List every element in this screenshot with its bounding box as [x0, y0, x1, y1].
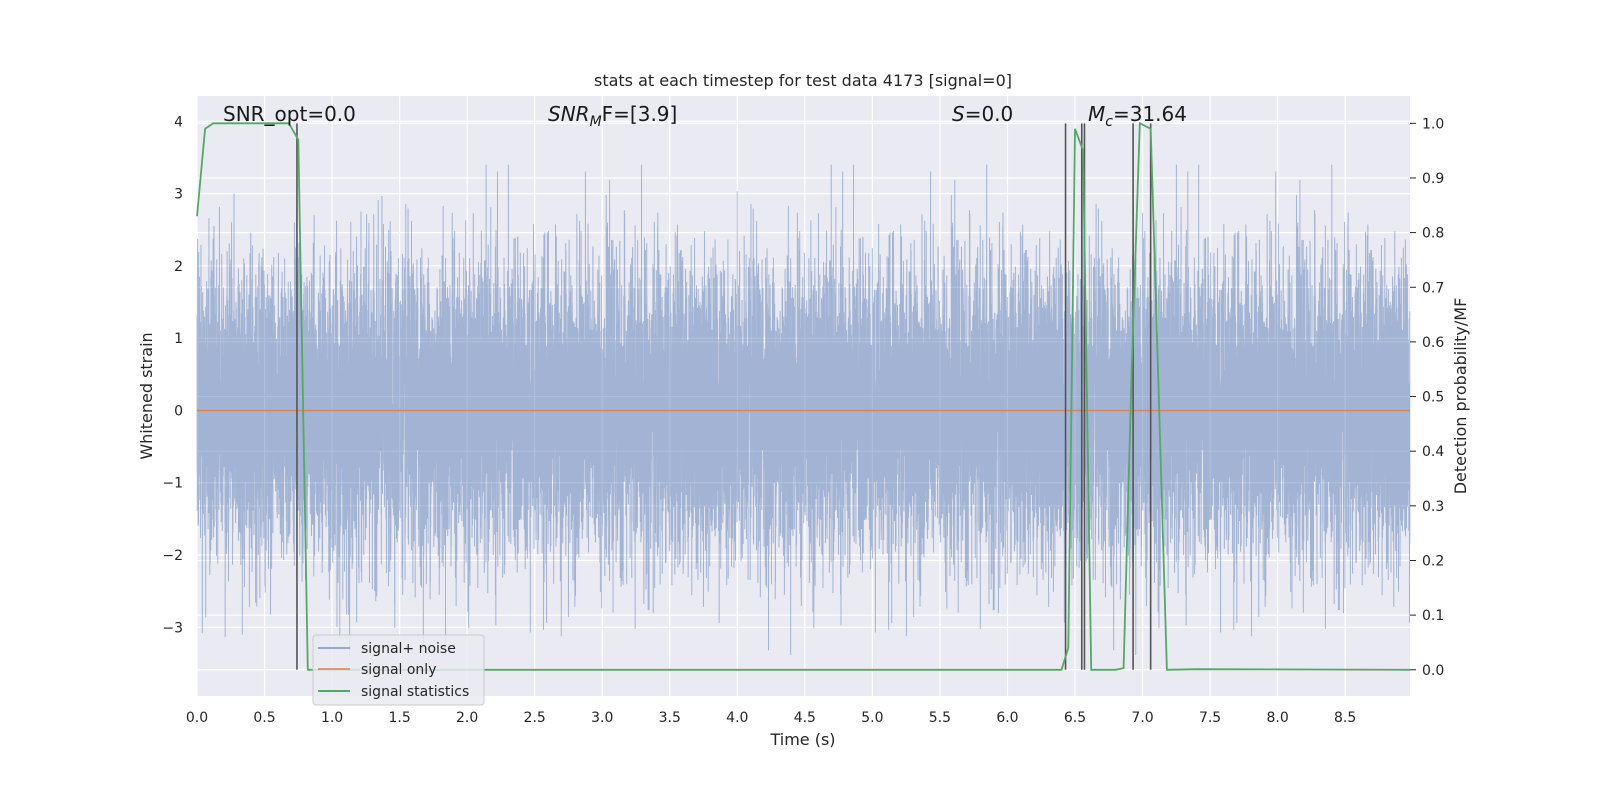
- y2-tick-label: 0.0: [1422, 663, 1444, 679]
- y2-tick-label: 0.7: [1422, 280, 1444, 296]
- y-tick-label: −1: [162, 476, 183, 492]
- x-tick-label: 0.5: [253, 710, 275, 726]
- legend-entry-noise: signal+ noise: [361, 641, 456, 657]
- legend-entry-stats: signal statistics: [361, 684, 469, 700]
- x-tick-label: 6.5: [1064, 710, 1086, 726]
- x-tick-label: 7.5: [1199, 710, 1221, 726]
- x-tick-label: 1.5: [388, 710, 410, 726]
- x-tick-label: 4.0: [726, 710, 748, 726]
- x-tick-label: 5.5: [929, 710, 951, 726]
- y2-tick-label: 0.5: [1422, 390, 1444, 406]
- y2-axis-ticks: 1.0 0.9 0.8 0.7 0.6 0.5 0.4 0.3 0.2 0.1 0.0: [1410, 116, 1444, 679]
- legend-box: [312, 634, 485, 706]
- x-tick-label: 2.5: [524, 710, 546, 726]
- signal-overlay: [196, 121, 1411, 671]
- y-axis-ticks: 4 3 2 1 0 −1 −2 −3: [162, 114, 183, 636]
- y2-tick-label: 0.4: [1422, 444, 1444, 460]
- noise-line: [196, 164, 1411, 657]
- y-tick-label: 3: [174, 187, 183, 203]
- y2-tick-label: 0.9: [1422, 171, 1444, 187]
- y2-tick-label: 0.2: [1422, 553, 1444, 569]
- y2-axis-label: Detection probability/MF: [1451, 298, 1470, 495]
- annotation-snr-opt: SNR_opt=0.0: [223, 102, 356, 126]
- signal-noise-series: [196, 164, 1411, 657]
- grid: [196, 96, 1410, 696]
- y2-tick-label: 1.0: [1422, 116, 1444, 132]
- x-tick-label: 6.0: [996, 710, 1018, 726]
- y-tick-label: 2: [174, 259, 183, 275]
- y2-tick-label: 0.8: [1422, 226, 1444, 242]
- y2-tick-label: 0.3: [1422, 499, 1444, 515]
- x-tick-label: 8.5: [1334, 710, 1356, 726]
- x-axis-label: Time (s): [769, 730, 835, 749]
- annotation-mc: Mc=31.64: [1088, 102, 1187, 130]
- legend-entry-signal: signal only: [361, 662, 436, 678]
- signal-statistics-line: [196, 121, 1411, 671]
- y2-tick-label: 0.1: [1422, 608, 1444, 624]
- annotation-snr-mf: SNRMF=[3.9]: [548, 102, 677, 130]
- x-tick-label: 5.0: [861, 710, 883, 726]
- chart-title: stats at each timestep for test data 417…: [594, 71, 1012, 90]
- y2-tick-label: 0.6: [1422, 335, 1444, 351]
- annotation-s: S=0.0: [952, 102, 1013, 126]
- x-tick-label: 8.0: [1266, 710, 1288, 726]
- y-tick-label: −3: [162, 620, 183, 636]
- x-tick-label: 3.0: [591, 710, 613, 726]
- y-axis-label: Whitened strain: [137, 332, 156, 459]
- y-tick-label: 1: [174, 331, 183, 347]
- y-tick-label: −2: [162, 548, 183, 564]
- x-axis-ticks: 0.0 0.5 1.0 1.5 2.0 2.5 3.0 3.5 4.0 4.5 5.0 5.5 6.0 6…: [186, 710, 1356, 726]
- x-tick-label: 1.0: [321, 710, 343, 726]
- x-tick-label: 2.0: [456, 710, 478, 726]
- x-tick-label: 4.5: [794, 710, 816, 726]
- x-tick-label: 7.0: [1131, 710, 1153, 726]
- legend: signal+ noise signal only signal statist…: [312, 634, 485, 706]
- x-tick-label: 3.5: [659, 710, 681, 726]
- y-tick-label: 0: [174, 403, 183, 419]
- x-tick-label: 0.0: [186, 710, 208, 726]
- y-tick-label: 4: [174, 114, 183, 130]
